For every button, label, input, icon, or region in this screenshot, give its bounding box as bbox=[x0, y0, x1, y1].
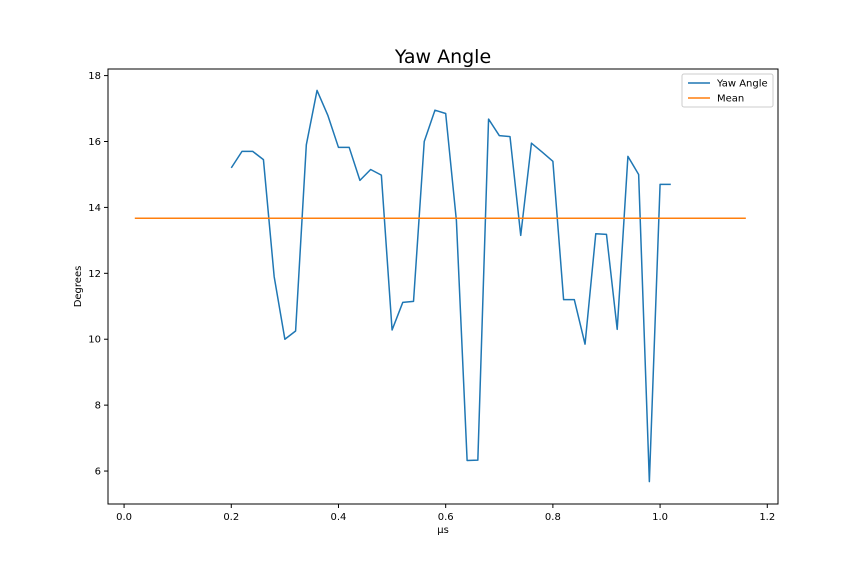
legend: Yaw Angle Mean bbox=[681, 73, 774, 108]
y-tick-label: 12 bbox=[88, 269, 101, 280]
y-axis: 6 8 10 12 14 16 18 bbox=[88, 71, 108, 478]
x-tick-label: 0.6 bbox=[438, 512, 454, 523]
legend-label-mean: Mean bbox=[717, 94, 744, 105]
x-axis-label: µs bbox=[437, 525, 449, 536]
y-tick-label: 8 bbox=[95, 401, 101, 412]
x-tick-label: 0.4 bbox=[331, 512, 347, 523]
x-tick-label: 0.2 bbox=[223, 512, 239, 523]
plot-area-frame bbox=[107, 68, 779, 505]
chart-title: Yaw Angle bbox=[394, 46, 491, 68]
y-tick-label: 16 bbox=[88, 137, 101, 148]
x-axis: 0.0 0.2 0.4 0.6 0.8 1.0 1.2 bbox=[116, 504, 775, 523]
legend-label-yaw-angle: Yaw Angle bbox=[716, 79, 768, 90]
y-tick-label: 10 bbox=[88, 335, 101, 346]
series-layer bbox=[134, 89, 746, 483]
x-tick-label: 0.8 bbox=[545, 512, 561, 523]
y-tick-label: 6 bbox=[95, 467, 101, 478]
x-tick-label: 0.0 bbox=[116, 512, 132, 523]
y-tick-label: 18 bbox=[88, 71, 101, 82]
y-axis-label: Degrees bbox=[73, 266, 84, 308]
y-tick-label: 14 bbox=[88, 203, 101, 214]
x-tick-label: 1.2 bbox=[759, 512, 775, 523]
x-tick-label: 1.0 bbox=[652, 512, 668, 523]
series-line-yaw-angle bbox=[230, 89, 671, 483]
